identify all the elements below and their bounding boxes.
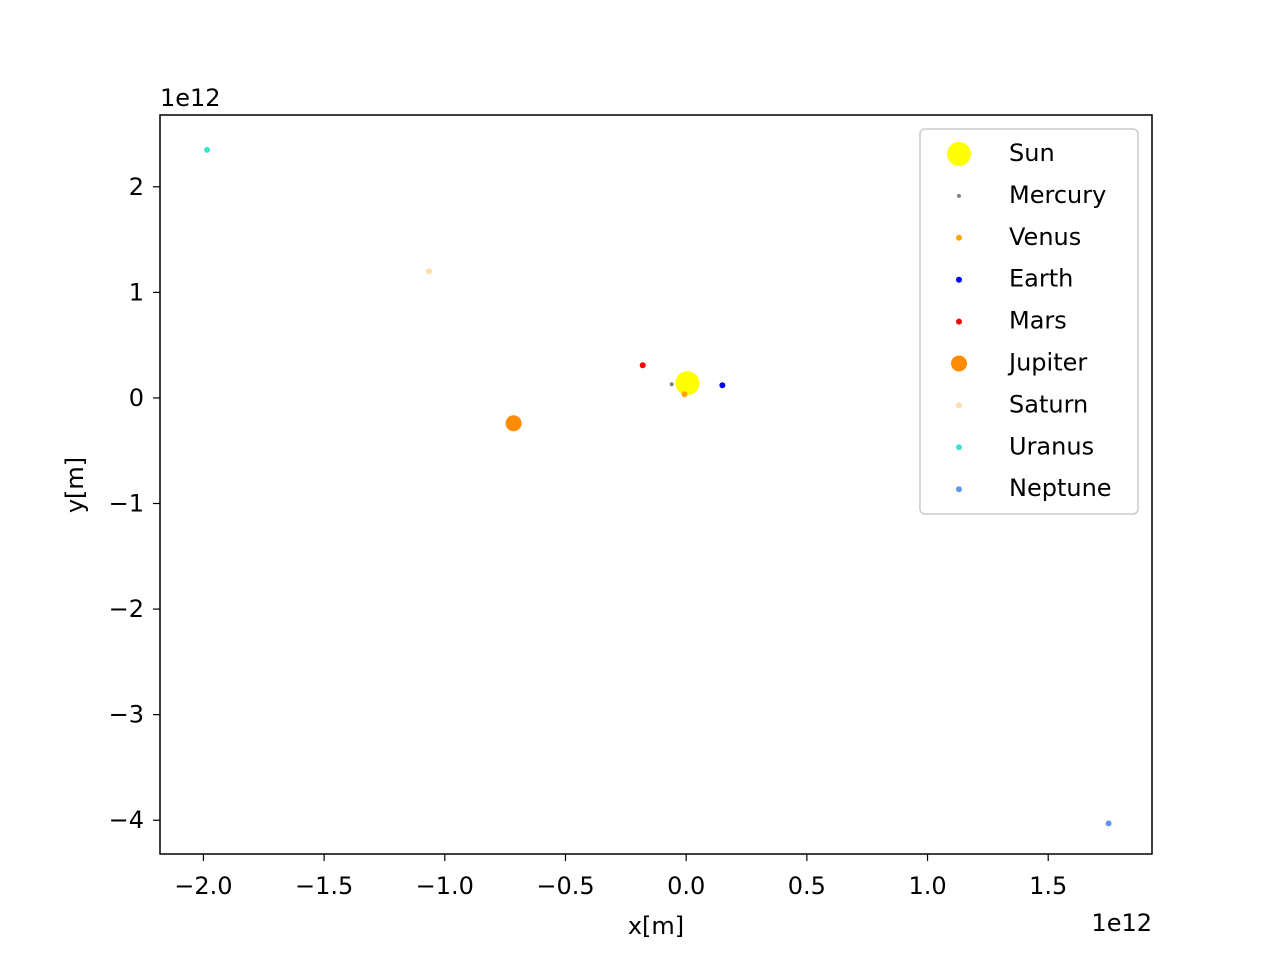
x-tick-label: 0.5 [788, 872, 826, 900]
legend-box [919, 128, 1139, 515]
x-tick-label: 0.0 [667, 872, 705, 900]
point-earth [719, 382, 726, 389]
y-tick-label: −1 [109, 490, 144, 518]
point-venus [681, 391, 688, 398]
data-points [204, 146, 1112, 827]
y-tick-label: 2 [129, 173, 144, 201]
point-uranus [204, 146, 211, 153]
x-tick-label: −1.5 [295, 872, 353, 900]
legend-marker-earth [956, 276, 962, 283]
legend-label-uranus: Uranus [1009, 432, 1094, 460]
y-tick-label: −3 [109, 701, 144, 729]
x-axis: −2.0 −1.5 −1.0 −0.5 0.0 0.5 1.0 1.5 [174, 854, 1067, 900]
legend-label-mars: Mars [1009, 307, 1067, 335]
legend-marker-mercury [957, 193, 961, 198]
legend-label-jupiter: Jupiter [1007, 349, 1087, 377]
y-tick-label: −2 [109, 595, 144, 623]
y-tick-label: 0 [129, 384, 144, 412]
y-axis: 2 1 0 −1 −2 −3 −4 [109, 173, 160, 834]
x-tick-label: −0.5 [536, 872, 594, 900]
legend-label-saturn: Saturn [1009, 390, 1088, 418]
y-tick-label: −4 [109, 806, 144, 834]
legend-marker-saturn [956, 402, 962, 409]
y-offset-label: 1e12 [160, 84, 221, 112]
legend-marker-mars [956, 318, 962, 325]
legend-label-venus: Venus [1009, 223, 1081, 251]
legend-marker-uranus [956, 444, 962, 451]
legend-marker-sun [947, 142, 971, 166]
legend-label-neptune: Neptune [1009, 474, 1112, 502]
y-tick-label: 1 [129, 278, 144, 306]
point-mars [639, 362, 646, 369]
x-tick-label: −1.0 [416, 872, 474, 900]
y-axis-label: y[m] [61, 457, 89, 513]
x-tick-label: 1.5 [1029, 872, 1067, 900]
point-mercury [669, 382, 674, 387]
legend-marker-jupiter [951, 355, 967, 372]
point-neptune [1105, 820, 1112, 827]
point-jupiter [505, 415, 522, 432]
legend-marker-neptune [956, 486, 962, 493]
point-saturn [426, 268, 433, 275]
point-sun [675, 371, 700, 396]
x-axis-label: x[m] [628, 912, 684, 940]
x-offset-label: 1e12 [1091, 909, 1152, 937]
x-tick-label: −2.0 [174, 872, 232, 900]
legend-label-earth: Earth [1009, 265, 1073, 293]
legend-label-mercury: Mercury [1009, 181, 1106, 209]
legend: Sun Mercury Venus Earth Mars Jupiter Saturn Ura… [919, 128, 1139, 515]
x-tick-label: 1.0 [908, 872, 946, 900]
legend-marker-venus [956, 234, 962, 241]
legend-label-sun: Sun [1009, 139, 1055, 167]
